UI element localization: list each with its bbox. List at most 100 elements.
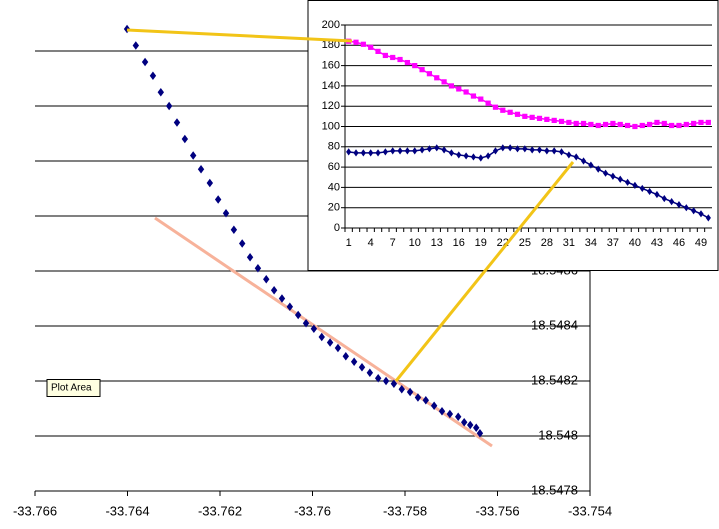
marker [617, 175, 623, 183]
x-tick-label: 7 [390, 237, 396, 249]
marker [624, 122, 631, 129]
marker [375, 149, 381, 157]
marker [382, 148, 388, 156]
marker [397, 147, 403, 155]
marker [412, 63, 418, 69]
marker [617, 121, 623, 128]
marker [463, 152, 469, 160]
marker [448, 83, 455, 89]
marker [683, 121, 689, 128]
marker [647, 187, 653, 196]
y-tick-label: 18.548 [538, 427, 578, 442]
callout-line [394, 161, 575, 382]
marker [551, 147, 557, 155]
marker [485, 100, 491, 106]
marker [588, 161, 594, 169]
marker [390, 379, 398, 388]
x-tick-label: 25 [519, 237, 531, 249]
marker [181, 134, 189, 144]
marker [492, 147, 499, 155]
marker [610, 172, 616, 180]
marker [239, 239, 246, 248]
marker [448, 149, 455, 157]
marker [358, 363, 366, 372]
x-tick-label: 49 [695, 237, 707, 249]
y-tick-label: 0 [334, 222, 340, 234]
marker [456, 86, 462, 92]
marker [438, 407, 446, 416]
callout-line [126, 28, 353, 43]
y-tick-label: 20 [328, 202, 340, 214]
marker [441, 146, 447, 154]
marker [446, 409, 454, 419]
marker [270, 286, 278, 295]
x-tick-label: -33.754 [568, 503, 612, 518]
x-tick-label: 37 [607, 237, 619, 249]
marker [141, 57, 149, 67]
x-tick-label: -33.762 [198, 503, 242, 518]
marker [580, 120, 587, 127]
x-tick-label: -33.76 [294, 503, 331, 518]
marker [434, 144, 440, 152]
marker [661, 120, 667, 127]
marker [294, 310, 302, 320]
marker [632, 123, 638, 130]
x-tick-label: 19 [475, 237, 487, 249]
marker [602, 121, 609, 128]
marker [132, 41, 140, 50]
x-tick-label: -33.766 [13, 503, 57, 518]
marker [522, 113, 528, 119]
marker [419, 146, 425, 154]
y-tick-label: 120 [322, 100, 340, 112]
marker [419, 67, 425, 73]
marker [514, 111, 521, 117]
marker [346, 148, 352, 156]
x-tick-label: 40 [629, 237, 641, 249]
marker [157, 88, 164, 97]
marker [624, 178, 631, 186]
marker [470, 153, 477, 161]
y-tick-label: 140 [322, 80, 340, 92]
marker [705, 214, 711, 222]
marker [698, 210, 704, 218]
y-tick-label: 18.5478 [531, 482, 578, 497]
marker [566, 119, 572, 126]
marker [461, 418, 468, 427]
marker [639, 122, 645, 129]
y-tick-label: 200 [322, 19, 340, 31]
marker [595, 122, 601, 129]
marker [390, 54, 396, 61]
x-tick-label: -33.764 [105, 503, 149, 518]
marker [318, 332, 325, 342]
marker [404, 147, 410, 155]
marker [353, 149, 359, 157]
marker [632, 181, 638, 189]
marker [353, 39, 359, 45]
marker [698, 119, 704, 126]
marker [473, 423, 480, 432]
y-tick-label: 60 [328, 161, 340, 173]
y-tick-label: 18.5482 [531, 372, 578, 387]
marker [558, 148, 565, 156]
marker [426, 71, 433, 77]
marker [478, 154, 484, 162]
marker [342, 352, 349, 361]
marker [691, 207, 697, 215]
marker [610, 120, 616, 127]
marker [536, 115, 543, 121]
marker [676, 201, 682, 209]
marker [661, 194, 667, 203]
marker [263, 275, 270, 284]
marker [507, 144, 513, 152]
marker [398, 385, 405, 394]
x-tick-label: 31 [563, 237, 575, 249]
marker [588, 121, 594, 128]
marker [278, 294, 286, 303]
marker [214, 195, 222, 204]
marker [302, 319, 310, 328]
marker [536, 146, 543, 154]
inset-frame [307, 0, 719, 271]
marker [189, 151, 197, 160]
marker [595, 165, 601, 173]
